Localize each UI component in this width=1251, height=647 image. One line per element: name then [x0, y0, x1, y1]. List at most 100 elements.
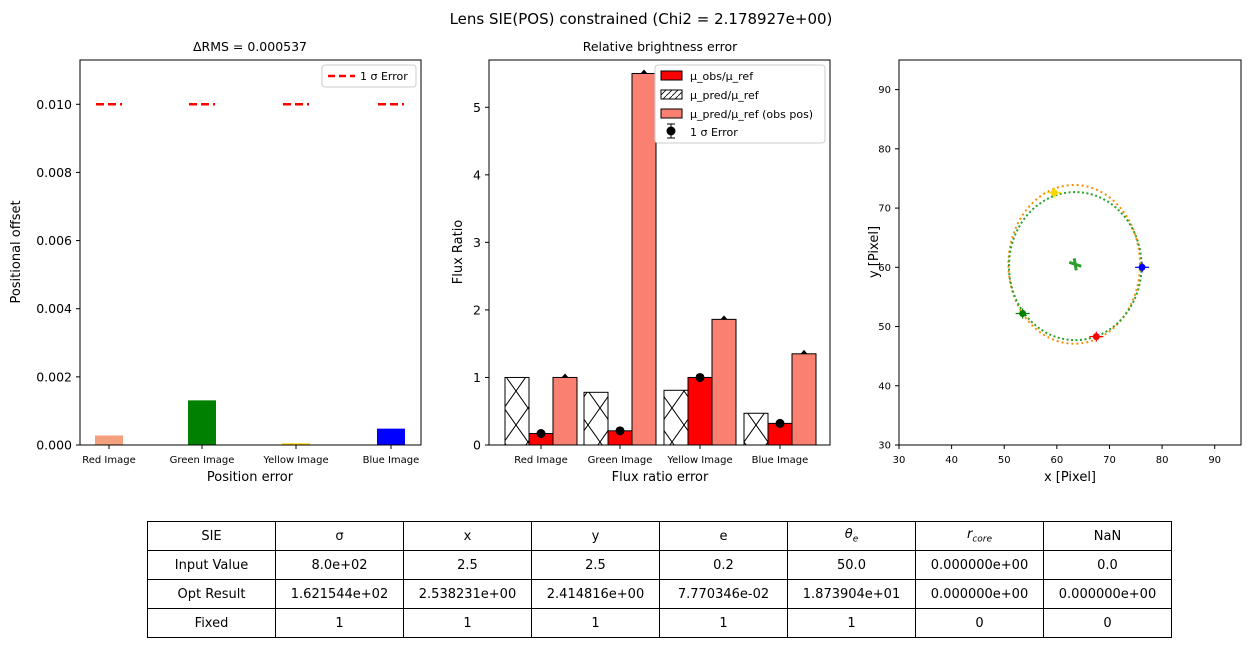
table-cell: 1: [275, 608, 404, 638]
table-cell: 0.2: [659, 550, 788, 580]
table-cell: 1.621544e+02: [275, 579, 404, 609]
image-position-marker: [1050, 189, 1058, 197]
parameter-table: SIE σ x y e θe rcore NaN Input Value 8.0…: [147, 521, 1172, 638]
flux-bar-cap-marker: [800, 349, 808, 354]
y-tick-label: 90: [878, 85, 891, 96]
flux-bar: [583, 391, 609, 446]
position-bar: [95, 435, 123, 445]
positions-x-axis-label: x [Pixel]: [1044, 470, 1096, 485]
figure-suptitle: Lens SIE(POS) constrained (Chi2 = 2.1789…: [450, 10, 833, 28]
x-tick-label: 60: [1050, 455, 1063, 466]
table-header-cell: SIE: [147, 521, 276, 551]
y-tick-label: 30: [878, 441, 891, 452]
table-header-cell: y: [531, 521, 660, 551]
legend-label-pred-obs: μ_pred/μ_ref (obs pos): [690, 108, 813, 121]
table-cell: 8.0e+02: [275, 550, 404, 580]
y-tick-label: 0: [473, 438, 481, 453]
x-tick-label: Red Image: [82, 455, 136, 466]
legend-label-error: 1 σ Error: [360, 70, 408, 83]
y-tick-label: 50: [878, 322, 891, 333]
position-legend: 1 σ Error: [321, 64, 417, 88]
y-tick-label: 5: [473, 100, 481, 115]
x-tick-label: 70: [1103, 455, 1116, 466]
lens-center-marker: [1068, 258, 1082, 271]
y-tick-label: 4: [473, 167, 481, 182]
position-bar: [188, 400, 216, 445]
flux-bar: [552, 376, 578, 446]
x-tick-label: Blue Image: [752, 455, 809, 466]
x-tick-label: Yellow Image: [262, 455, 328, 466]
table-cell: 0: [1043, 608, 1172, 638]
y-tick-label: 3: [473, 235, 481, 250]
table-cell: 1: [659, 608, 788, 638]
table-cell: 1.873904e+01: [787, 579, 916, 609]
table-cell: 0.000000e+00: [1043, 579, 1172, 609]
table-cell: 2.538231e+00: [403, 579, 532, 609]
y-tick-label: 80: [878, 144, 891, 155]
position-bar: [282, 443, 310, 445]
table-cell: 7.770346e-02: [659, 579, 788, 609]
table-cell: 1: [787, 608, 916, 638]
x-tick-label: 40: [945, 455, 958, 466]
flux-error-marker: [775, 418, 785, 428]
position-bar: [377, 428, 405, 445]
legend-swatch-pred-obs: [660, 108, 683, 119]
flux-bar: [687, 376, 713, 446]
flux-bar: [504, 376, 530, 446]
x-tick-label: 90: [1208, 455, 1221, 466]
caustic-curve: [1007, 183, 1141, 345]
flux-bar-cap-marker: [640, 69, 648, 74]
flux-error-marker: [536, 429, 546, 439]
image-position-marker: [1092, 333, 1100, 341]
flux-y-axis-label: Flux Ratio: [451, 220, 466, 285]
position-x-axis-label: Position error: [207, 470, 294, 485]
image-position-marker: [1019, 310, 1027, 318]
y-tick-label: 0.002: [36, 369, 72, 384]
position-error-panel: ΔRMS = 0.000537 0.000 0.002 0.004 0.006 0.00…: [9, 39, 422, 485]
flux-bar: [631, 73, 657, 446]
table-cell: 0.000000e+00: [915, 579, 1044, 609]
y-tick-label: 0.000: [36, 438, 72, 453]
flux-ratio-panel: Relative brightness error 0 1 2 3 4 5 Red Ima…: [451, 39, 831, 485]
table-header-row: SIE σ x y e θe rcore NaN: [147, 521, 1172, 551]
legend-swatch-obs: [660, 70, 683, 81]
y-tick-label: 1: [473, 370, 481, 385]
legend-errorbar-marker: [666, 126, 676, 136]
table-header-cell: σ: [275, 521, 404, 551]
flux-bar: [663, 389, 689, 446]
y-tick-label: 60: [878, 263, 891, 274]
x-tick-label: Blue Image: [363, 455, 420, 466]
x-tick-label: Yellow Image: [666, 455, 732, 466]
table-cell: 2.414816e+00: [531, 579, 660, 609]
flux-x-axis-label: Flux ratio error: [612, 470, 709, 485]
table-cell: Fixed: [147, 608, 276, 638]
y-tick-label: 0.006: [36, 233, 72, 248]
flux-bar: [711, 318, 737, 446]
x-tick-label: Green Image: [588, 455, 653, 466]
y-tick-label: 0.010: [36, 97, 72, 112]
legend-swatch-pred: [660, 89, 683, 100]
y-tick-label: 0.004: [36, 301, 72, 316]
flux-bar-cap-marker: [561, 373, 569, 378]
legend-label-obs: μ_obs/μ_ref: [690, 70, 754, 83]
table-cell: 0.0: [1043, 550, 1172, 580]
legend-label-pred: μ_pred/μ_ref: [690, 89, 760, 102]
y-tick-label: 2: [473, 302, 481, 317]
y-tick-label: 0.008: [36, 165, 72, 180]
x-tick-label: Green Image: [170, 455, 235, 466]
table-cell: Opt Result: [147, 579, 276, 609]
table-cell: 2.5: [531, 550, 660, 580]
position-panel-frame: [79, 59, 422, 446]
table-cell: Input Value: [147, 550, 276, 580]
table-cell: 50.0: [787, 550, 916, 580]
table-header-cell: rcore: [915, 521, 1044, 551]
table-row: Fixed 1 1 1 1 1 0 0: [147, 608, 1172, 638]
flux-panel-title: Relative brightness error: [583, 39, 738, 54]
flux-error-marker: [615, 426, 625, 436]
table-row: Opt Result 1.621544e+02 2.538231e+00 2.4…: [147, 579, 1172, 609]
table-header-cell: NaN: [1043, 521, 1172, 551]
y-tick-label: 40: [878, 381, 891, 392]
table-cell: 0.000000e+00: [915, 550, 1044, 580]
y-tick-label: 70: [878, 204, 891, 215]
